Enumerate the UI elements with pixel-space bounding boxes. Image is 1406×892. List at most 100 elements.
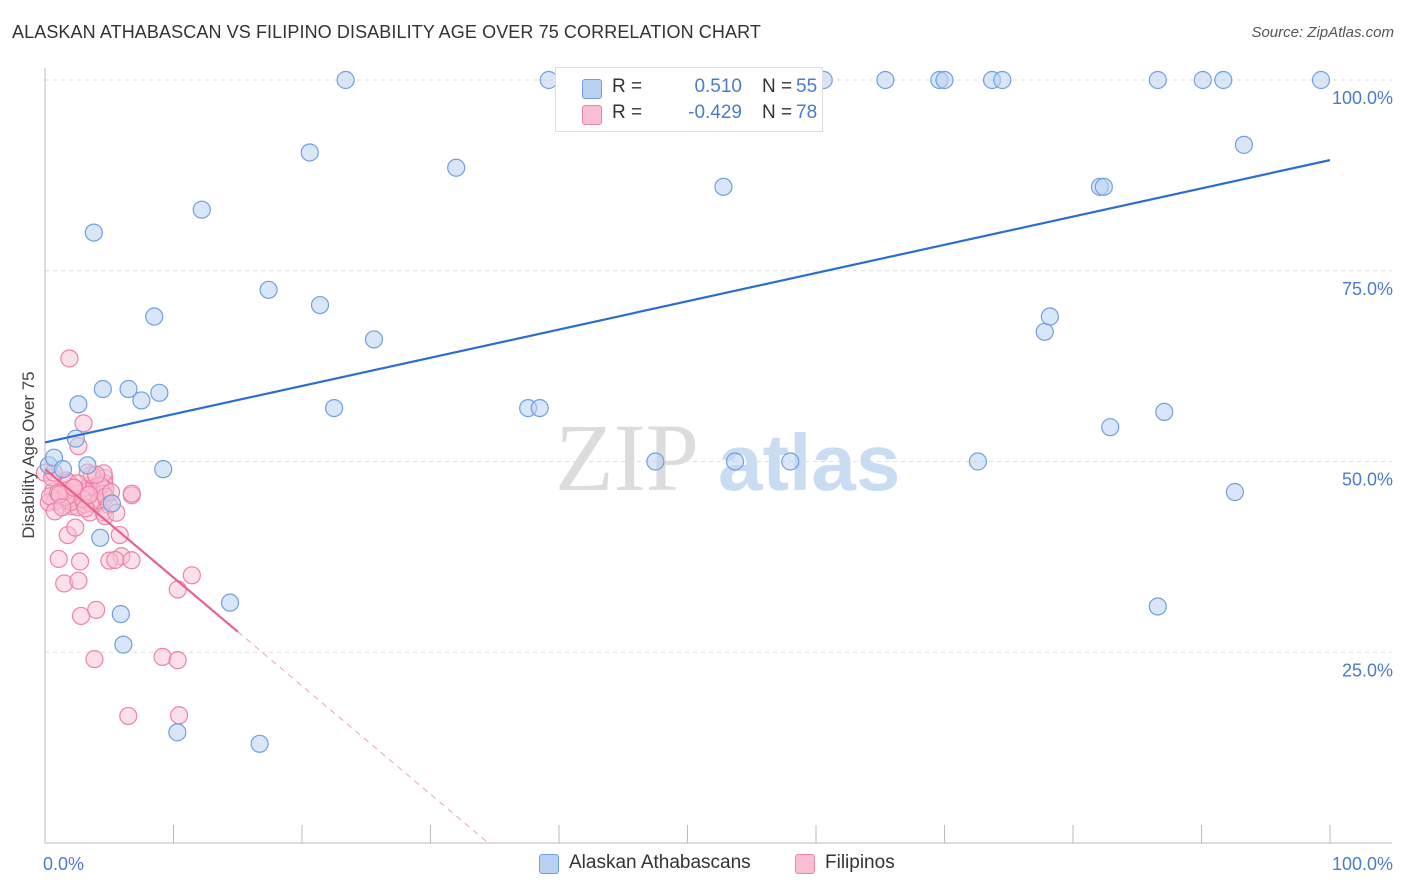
athabascan-point (1101, 418, 1120, 437)
athabascan-point (876, 70, 895, 90)
y-tick-label: 100.0% (1332, 88, 1393, 108)
grid-lines (45, 79, 1392, 653)
athabascan-point (150, 383, 169, 402)
athabascan-point (1148, 70, 1167, 90)
athabascan-point (1094, 177, 1113, 196)
correlation-legend: R = 0.510 N = 55 R = -0.429 N = 78 (555, 67, 823, 132)
watermark: ZIP atlas (555, 404, 900, 511)
athabascan-point (102, 494, 121, 513)
athabascan-point (725, 452, 745, 471)
x-tick-label: 0.0% (43, 854, 84, 874)
legend-r-value: 0.510 (694, 76, 742, 97)
filipino-point (74, 414, 93, 433)
athabascan-point (250, 734, 269, 753)
legend-n-value: 78 (796, 102, 818, 123)
athabascan-point (364, 330, 384, 349)
filipino-point (106, 550, 125, 570)
y-tick-label: 25.0% (1342, 660, 1393, 680)
y-tick-label: 75.0% (1342, 279, 1393, 299)
athabascan-point (935, 70, 954, 90)
athabascan-point (168, 723, 187, 742)
athabascan-point (1035, 322, 1054, 341)
athabascan-point (530, 398, 549, 418)
bottom-legend-swatch-pink (795, 854, 815, 874)
athabascan-point (1234, 135, 1254, 154)
axes (44, 68, 1392, 844)
filipino-points (35, 349, 201, 726)
watermark-zip: ZIP (555, 404, 699, 511)
athabascan-point (111, 604, 130, 624)
athabascan-point (1311, 70, 1331, 90)
y-axis-label: Disability Age Over 75 (19, 371, 38, 538)
filipino-point (169, 706, 189, 725)
athabascan-point (78, 456, 97, 475)
athabascan-trend-line (44, 159, 1331, 444)
athabascan-point (310, 295, 330, 315)
athabascan-point (192, 200, 211, 219)
filipino-point (71, 606, 91, 626)
filipino-point (60, 349, 79, 368)
bottom-legend-swatch-blue (539, 854, 559, 874)
athabascan-point (145, 307, 164, 326)
athabascan-point (968, 452, 988, 471)
filipino-point (110, 525, 129, 545)
filipino-point (53, 498, 72, 517)
filipino-point (85, 650, 104, 669)
filipino-point (168, 580, 187, 599)
athabascan-point (220, 593, 240, 612)
athabascan-point (714, 177, 733, 196)
filipino-point (168, 651, 187, 670)
filipino-point (64, 478, 83, 497)
filipino-point (182, 566, 201, 585)
athabascan-points (39, 70, 1331, 753)
athabascan-point (93, 379, 112, 399)
filipino-point (49, 549, 68, 569)
athabascan-point (84, 223, 103, 242)
athabascan-point (259, 280, 278, 299)
athabascan-point (1225, 482, 1245, 502)
filipino-point (122, 484, 141, 503)
athabascan-point (1155, 402, 1174, 422)
source-credit: Source: ZipAtlas.com (1251, 24, 1394, 41)
tick-labels: 25.0% 50.0% 75.0% 100.0% 0.0% 100.0% (43, 88, 1393, 874)
athabascan-point (1214, 70, 1233, 90)
athabascan-point (132, 391, 151, 410)
athabascan-point (993, 70, 1012, 90)
filipino-point (87, 600, 106, 619)
bottom-legend-label: Alaskan Athabascans (569, 852, 751, 873)
filipino-point (66, 518, 85, 537)
athabascan-point (114, 635, 133, 654)
athabascan-point (154, 460, 173, 479)
athabascan-point (336, 70, 355, 90)
athabascan-point (447, 158, 466, 177)
filipino-point (153, 647, 172, 666)
filipino-point (70, 552, 90, 571)
legend-r-value: -0.429 (688, 102, 742, 123)
y-tick-label: 50.0% (1342, 470, 1393, 490)
legend-n-label: N = (762, 76, 793, 97)
athabascan-point (325, 398, 344, 418)
legend-r-label: R = (612, 76, 643, 97)
filipino-trend-line (44, 468, 239, 633)
filipino-point (79, 485, 99, 504)
legend-swatch-blue (582, 79, 602, 99)
legend-n-label: N = (762, 102, 793, 123)
filipino-trend-extension (237, 631, 489, 844)
filipino-point (122, 551, 141, 570)
legend-n-value: 55 (796, 76, 818, 97)
athabascan-point (91, 528, 110, 547)
x-tick-label: 100.0% (1332, 854, 1393, 874)
athabascan-point (646, 452, 665, 471)
athabascan-point (1040, 307, 1059, 326)
legend-swatch-pink (582, 105, 602, 125)
athabascan-point (1193, 70, 1212, 90)
athabascan-point (119, 379, 138, 399)
athabascan-point (53, 460, 73, 479)
athabascan-point (69, 395, 88, 414)
athabascan-point (300, 143, 319, 162)
chart-title: ALASKAN ATHABASCAN VS FILIPINO DISABILIT… (12, 22, 761, 42)
bottom-legend-label: Filipinos (825, 852, 895, 873)
legend-r-label: R = (612, 102, 643, 123)
filipino-point (69, 571, 88, 590)
